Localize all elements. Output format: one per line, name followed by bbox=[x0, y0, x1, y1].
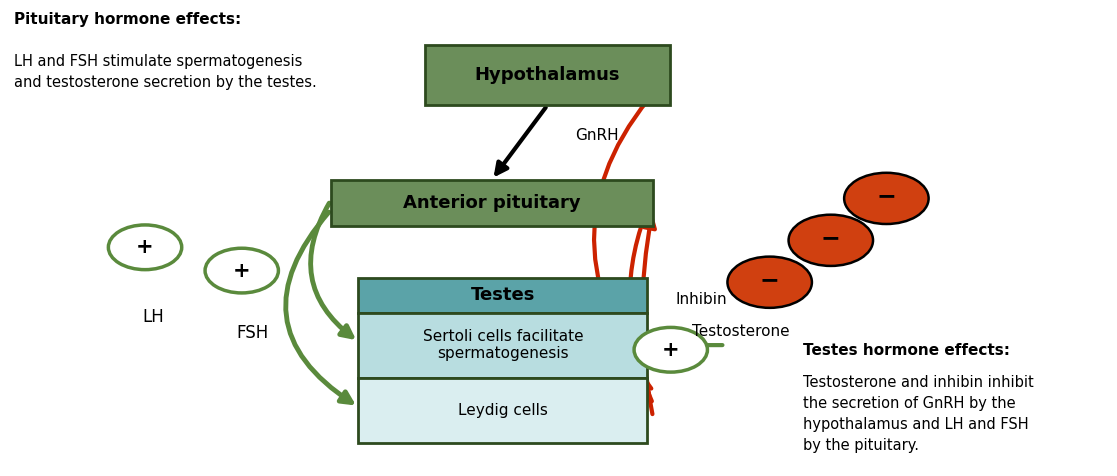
Text: +: + bbox=[662, 340, 679, 360]
Text: Anterior pituitary: Anterior pituitary bbox=[403, 194, 581, 212]
FancyBboxPatch shape bbox=[359, 313, 648, 377]
FancyBboxPatch shape bbox=[426, 45, 670, 105]
FancyBboxPatch shape bbox=[359, 377, 648, 443]
Text: GnRH: GnRH bbox=[575, 128, 619, 143]
Text: Testes hormone effects:: Testes hormone effects: bbox=[803, 343, 1010, 358]
Text: LH and FSH stimulate spermatogenesis
and testosterone secretion by the testes.: LH and FSH stimulate spermatogenesis and… bbox=[13, 54, 316, 90]
Ellipse shape bbox=[844, 173, 928, 224]
Ellipse shape bbox=[634, 327, 707, 372]
Text: Testosterone: Testosterone bbox=[691, 324, 790, 339]
Text: Sertoli cells facilitate
spermatogenesis: Sertoli cells facilitate spermatogenesis bbox=[422, 329, 583, 361]
Text: −: − bbox=[760, 268, 780, 292]
Ellipse shape bbox=[789, 215, 873, 266]
Text: Testes: Testes bbox=[470, 286, 535, 304]
Text: +: + bbox=[136, 238, 154, 258]
Text: −: − bbox=[821, 226, 841, 250]
Text: Hypothalamus: Hypothalamus bbox=[475, 66, 620, 84]
Ellipse shape bbox=[108, 225, 182, 269]
Text: Testosterone and inhibin inhibit
the secretion of GnRH by the
hypothalamus and L: Testosterone and inhibin inhibit the sec… bbox=[803, 376, 1033, 453]
Text: Leydig cells: Leydig cells bbox=[458, 403, 547, 418]
FancyBboxPatch shape bbox=[331, 180, 653, 226]
Ellipse shape bbox=[206, 248, 278, 293]
Text: FSH: FSH bbox=[237, 324, 269, 342]
Text: −: − bbox=[877, 184, 896, 208]
FancyBboxPatch shape bbox=[359, 278, 648, 313]
Text: LH: LH bbox=[142, 308, 164, 326]
Text: +: + bbox=[233, 260, 250, 280]
Text: Pituitary hormone effects:: Pituitary hormone effects: bbox=[13, 12, 241, 27]
Ellipse shape bbox=[727, 257, 812, 308]
Text: Inhibin: Inhibin bbox=[675, 291, 727, 307]
